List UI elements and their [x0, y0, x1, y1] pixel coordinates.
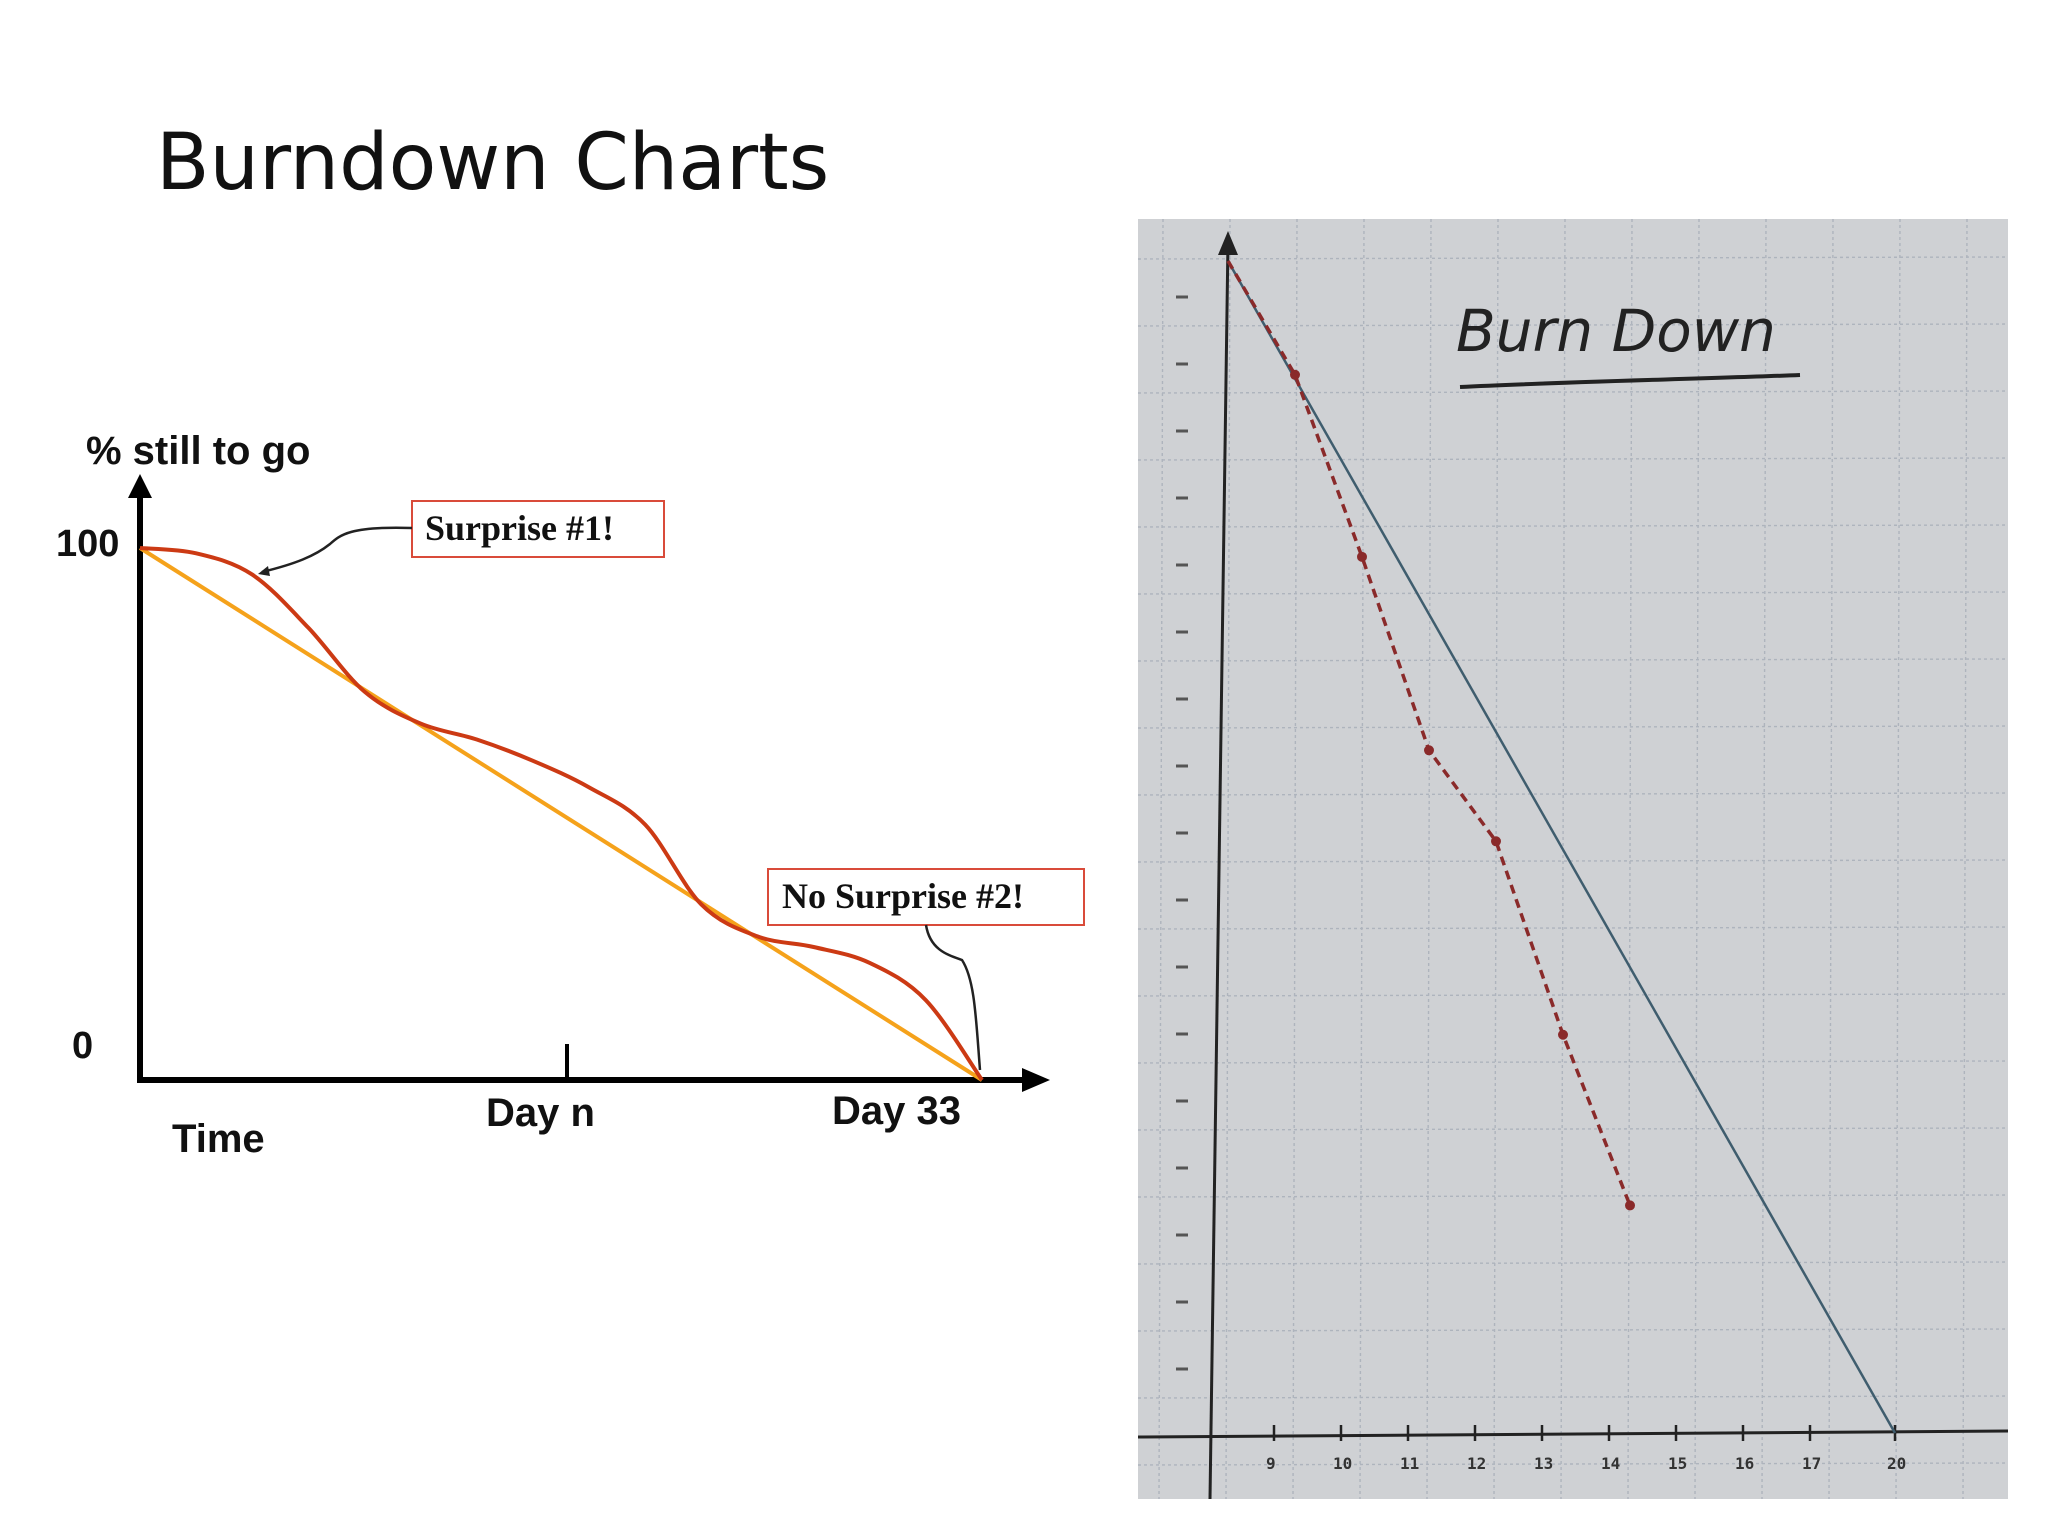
photo-y-axis-arrow: [1218, 231, 1238, 255]
photo-series: [1226, 260, 1897, 1434]
photo-actual-point: [1558, 1029, 1568, 1040]
photo-x-tick-label: 16: [1735, 1454, 1754, 1473]
surprise-2-label: No Surprise #2!: [782, 876, 1024, 916]
photo-x-tick-label: 10: [1333, 1454, 1352, 1473]
photo-grid-hline: [1138, 323, 2008, 327]
photo-x-tick-label: 12: [1467, 1454, 1486, 1473]
y-tick-label-100: 100: [56, 523, 119, 565]
photo-actual-point: [1290, 369, 1300, 380]
photo-y-axis: [1208, 240, 1230, 1499]
photo-grid-hline: [1138, 1261, 2008, 1265]
photo-y-tick-marks: [1176, 295, 1188, 1371]
photo-grid-hline: [1138, 1462, 2008, 1466]
photo-grid: [1138, 219, 2008, 1499]
surprise-1-label: Surprise #1!: [425, 508, 614, 548]
photo-actual-point: [1357, 551, 1367, 562]
photo-grid-hline: [1138, 658, 2008, 662]
photo-x-tick-label: 15: [1668, 1454, 1687, 1473]
surprise-1-leader: [261, 526, 413, 574]
photo-chart-title: Burn Down: [1456, 297, 1776, 365]
photo-actual-point: [1625, 1200, 1635, 1211]
photo-grid-hline: [1138, 725, 2008, 729]
photo-grid-hline: [1138, 1395, 2008, 1399]
photo-grid-hline: [1138, 792, 2008, 796]
photo-grid-hline: [1138, 993, 2008, 997]
photo-actual-point: [1424, 745, 1434, 756]
photo-grid-hline: [1138, 591, 2008, 595]
ideal-chart-labels: % still to go 100 0 Time Day n Day 33: [56, 429, 961, 1161]
y-axis-arrow: [128, 474, 152, 498]
photo-grid-hline: [1138, 1127, 2008, 1131]
hand-drawn-burndown-photo: 9 10 11 12 13 14 15 16 17 20 Burn Down: [1138, 219, 2008, 1499]
photo-background: [1138, 219, 2008, 1499]
photo-grid-hline: [1138, 524, 2008, 528]
photo-x-tick-label: 20: [1887, 1454, 1906, 1473]
surprise-1-arrowhead: [258, 566, 270, 576]
photo-actual-point: [1491, 836, 1501, 847]
x-tick-label-day-33: Day 33: [832, 1089, 961, 1133]
photo-grid-hline: [1138, 859, 2008, 863]
y-tick-label-0: 0: [72, 1025, 93, 1067]
photo-grid-hline: [1138, 390, 2008, 394]
x-axis-arrow: [1022, 1068, 1050, 1092]
slide-title: Burndown Charts: [156, 118, 830, 208]
ideal-burndown-chart: % still to go 100 0 Time Day n Day 33 Su…: [56, 429, 1085, 1161]
surprise-2-box: [767, 868, 1085, 926]
photo-grid-hline: [1138, 1194, 2008, 1198]
photo-x-axis: [1138, 1429, 2008, 1439]
photo-grid-hline: [1138, 1060, 2008, 1064]
photo-x-ticks: 9 10 11 12 13 14 15 16 17 20: [1266, 1425, 1906, 1473]
surprise-2-leader: [924, 924, 982, 1071]
x-tick-label-day-n: Day n: [486, 1091, 595, 1135]
y-axis-label: % still to go: [86, 429, 310, 473]
planned-burndown-line: [138, 546, 984, 1082]
actual-burndown-line: [139, 546, 984, 1082]
surprise-1-box: [411, 500, 665, 558]
ideal-chart-annotations: Surprise #1! No Surprise #2!: [258, 500, 1085, 1071]
photo-grid-hline: [1138, 256, 2008, 260]
photo-x-tick-label: 14: [1601, 1454, 1620, 1473]
photo-x-tick-label: 17: [1802, 1454, 1821, 1473]
photo-grid-hline: [1138, 457, 2008, 461]
photo-grid-hline: [1138, 1328, 2008, 1332]
photo-x-tick-label: 9: [1266, 1454, 1276, 1473]
photo-title-underline: [1459, 373, 1801, 389]
photo-x-tick-label: 13: [1534, 1454, 1553, 1473]
ideal-chart-series: [138, 546, 984, 1082]
photo-axes: [1138, 231, 2008, 1499]
ideal-chart-axes: [128, 474, 1050, 1092]
photo-x-tick-label: 11: [1400, 1454, 1419, 1473]
photo-planned-line: [1226, 260, 1897, 1434]
x-axis-label: Time: [172, 1117, 265, 1161]
photo-grid-hline: [1138, 926, 2008, 930]
